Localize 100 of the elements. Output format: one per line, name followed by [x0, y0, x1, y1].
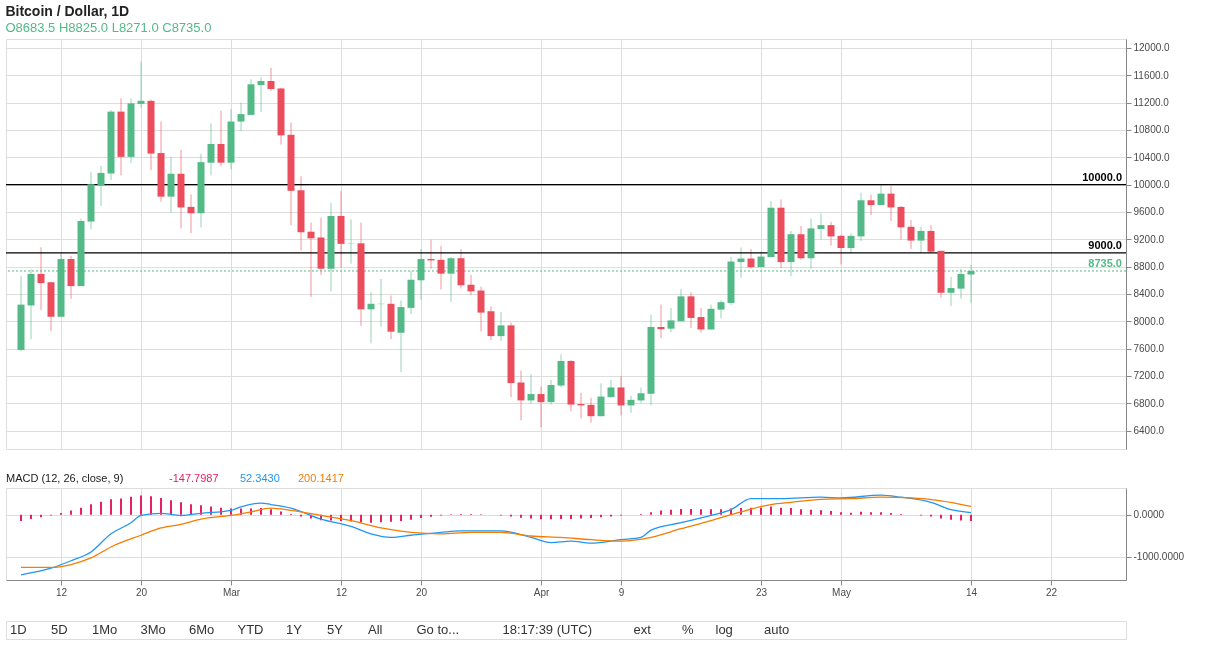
y-tick-label: 7600.0 — [1133, 343, 1165, 355]
candlestick — [717, 300, 725, 319]
bar — [830, 511, 832, 515]
text: 200.1417 — [298, 472, 344, 484]
bar — [430, 514, 432, 517]
bar — [820, 510, 822, 515]
text: O8683.5 H8825.0 L8271.0 C8735.0 — [5, 20, 212, 35]
bar — [670, 509, 672, 515]
bar — [30, 514, 32, 519]
x-tick-label: 23 — [755, 586, 768, 598]
bar — [140, 495, 142, 515]
bar — [940, 514, 942, 519]
y-tick-label: 0.0000 — [1133, 509, 1165, 521]
x-tick-label: 12 — [335, 586, 348, 598]
text: log — [715, 622, 733, 637]
bar — [120, 498, 122, 515]
bar — [200, 505, 202, 515]
bar — [860, 511, 862, 515]
x-tick-label: 22 — [1045, 586, 1058, 598]
text: 1Y — [286, 622, 303, 637]
bar — [70, 510, 72, 515]
bar — [870, 512, 872, 515]
bar — [570, 514, 572, 519]
x-tick-label: 20 — [415, 586, 428, 598]
bar — [20, 514, 22, 522]
chart-title: MACD (12, 26, close, 9) — [6, 472, 124, 484]
x-tick-label: 9 — [618, 586, 625, 598]
bar — [130, 496, 132, 515]
bar — [190, 504, 192, 515]
x-tick-label: Apr — [533, 586, 550, 598]
ref-line-label: 8735.0 — [1088, 256, 1122, 269]
bar — [950, 514, 952, 520]
bar — [110, 499, 112, 515]
ref-line-label: 9000.0 — [1088, 238, 1122, 251]
bar — [170, 500, 172, 515]
bar — [280, 511, 282, 515]
candlestick — [637, 386, 645, 404]
bar — [780, 507, 782, 515]
bar — [80, 507, 82, 515]
y-tick-label: 6400.0 — [1133, 425, 1165, 437]
y-tick-label: 10400.0 — [1133, 151, 1171, 163]
text: 6Mo — [189, 622, 215, 637]
y-tick-label: 11600.0 — [1133, 69, 1170, 81]
y-tick-label: 7200.0 — [1133, 370, 1165, 382]
bar — [180, 502, 182, 515]
text: YTD — [237, 622, 264, 637]
bar — [680, 508, 682, 515]
y-tick-label: 8400.0 — [1133, 288, 1165, 300]
bar — [650, 512, 652, 515]
bar — [390, 514, 392, 522]
bar — [580, 514, 582, 519]
bar — [970, 514, 972, 521]
bar — [690, 508, 692, 515]
bar — [880, 512, 882, 515]
ref-line-label: 10000.0 — [1082, 170, 1122, 183]
y-tick-label: 10000.0 — [1133, 179, 1171, 191]
text: 5Y — [327, 622, 344, 637]
y-tick-label: 8000.0 — [1133, 315, 1165, 327]
bar — [770, 506, 772, 515]
bar — [380, 514, 382, 523]
bar — [840, 512, 842, 515]
y-tick-label: 12000.0 — [1133, 42, 1171, 54]
y-tick-label: -1000.0000 — [1133, 551, 1185, 563]
bar — [560, 514, 562, 519]
candlestick — [627, 395, 635, 414]
bar — [960, 514, 962, 521]
bar — [530, 514, 532, 519]
bar — [150, 496, 152, 515]
x-tick-label: May — [832, 586, 851, 598]
bar — [810, 509, 812, 515]
x-tick-label: 14 — [965, 586, 978, 598]
text: All — [368, 622, 383, 637]
y-tick-label: 6800.0 — [1133, 397, 1165, 409]
x-tick-label: 20 — [135, 586, 148, 598]
text: -147.7987 — [169, 472, 219, 484]
text: 5D — [51, 622, 68, 637]
bar — [100, 501, 102, 515]
x-tick-label: Mar — [222, 586, 241, 598]
bar — [270, 509, 272, 515]
text: 52.3430 — [240, 472, 280, 484]
bar — [90, 504, 92, 515]
x-tick-label: 12 — [55, 586, 68, 598]
bar — [400, 514, 402, 522]
bar — [760, 507, 762, 515]
bar — [800, 509, 802, 515]
y-tick-label: 11200.0 — [1133, 97, 1170, 109]
bar — [410, 514, 412, 520]
bar — [360, 514, 362, 523]
text: 18:17:39 (UTC) — [502, 622, 593, 637]
text: 1D — [10, 622, 27, 637]
bar — [850, 512, 852, 515]
bar — [790, 508, 792, 515]
bar — [520, 514, 522, 518]
chart-title: Bitcoin / Dollar, 1D — [5, 3, 130, 19]
bar — [660, 510, 662, 515]
bar — [370, 514, 372, 523]
text: auto — [764, 622, 790, 637]
bar — [700, 509, 702, 515]
text: 3Mo — [140, 622, 166, 637]
y-tick-label: 9200.0 — [1133, 233, 1165, 245]
